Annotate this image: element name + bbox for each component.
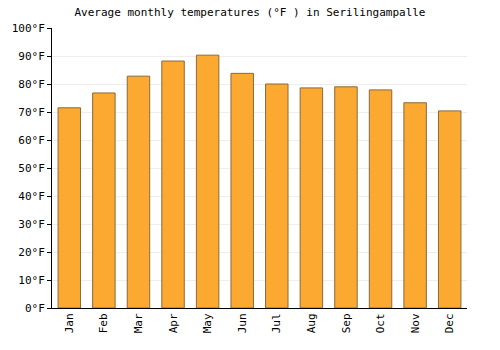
svg-text:Aug: Aug	[305, 313, 318, 333]
svg-text:10°F: 10°F	[18, 274, 45, 287]
svg-text:Sep: Sep	[340, 313, 353, 333]
svg-text:Jan: Jan	[63, 313, 76, 333]
svg-text:80°F: 80°F	[18, 78, 45, 91]
svg-text:60°F: 60°F	[18, 134, 45, 147]
svg-text:Jun: Jun	[236, 313, 249, 333]
svg-text:May: May	[201, 313, 214, 333]
svg-text:Feb: Feb	[97, 313, 110, 333]
svg-text:Jul: Jul	[270, 313, 283, 333]
svg-text:Apr: Apr	[167, 313, 180, 333]
svg-text:90°F: 90°F	[18, 50, 45, 63]
svg-text:Dec: Dec	[443, 313, 456, 333]
svg-text:40°F: 40°F	[18, 190, 45, 203]
svg-text:Mar: Mar	[132, 313, 145, 333]
svg-text:70°F: 70°F	[18, 106, 45, 119]
svg-text:20°F: 20°F	[18, 246, 45, 259]
svg-text:Average monthly temperatures (: Average monthly temperatures (°F ) in Se…	[75, 6, 426, 19]
svg-text:50°F: 50°F	[18, 162, 45, 175]
svg-text:0°F: 0°F	[25, 302, 45, 315]
svg-text:30°F: 30°F	[18, 218, 45, 231]
svg-text:100°F: 100°F	[12, 22, 45, 35]
svg-text:Oct: Oct	[374, 313, 387, 333]
svg-text:Nov: Nov	[409, 313, 422, 333]
